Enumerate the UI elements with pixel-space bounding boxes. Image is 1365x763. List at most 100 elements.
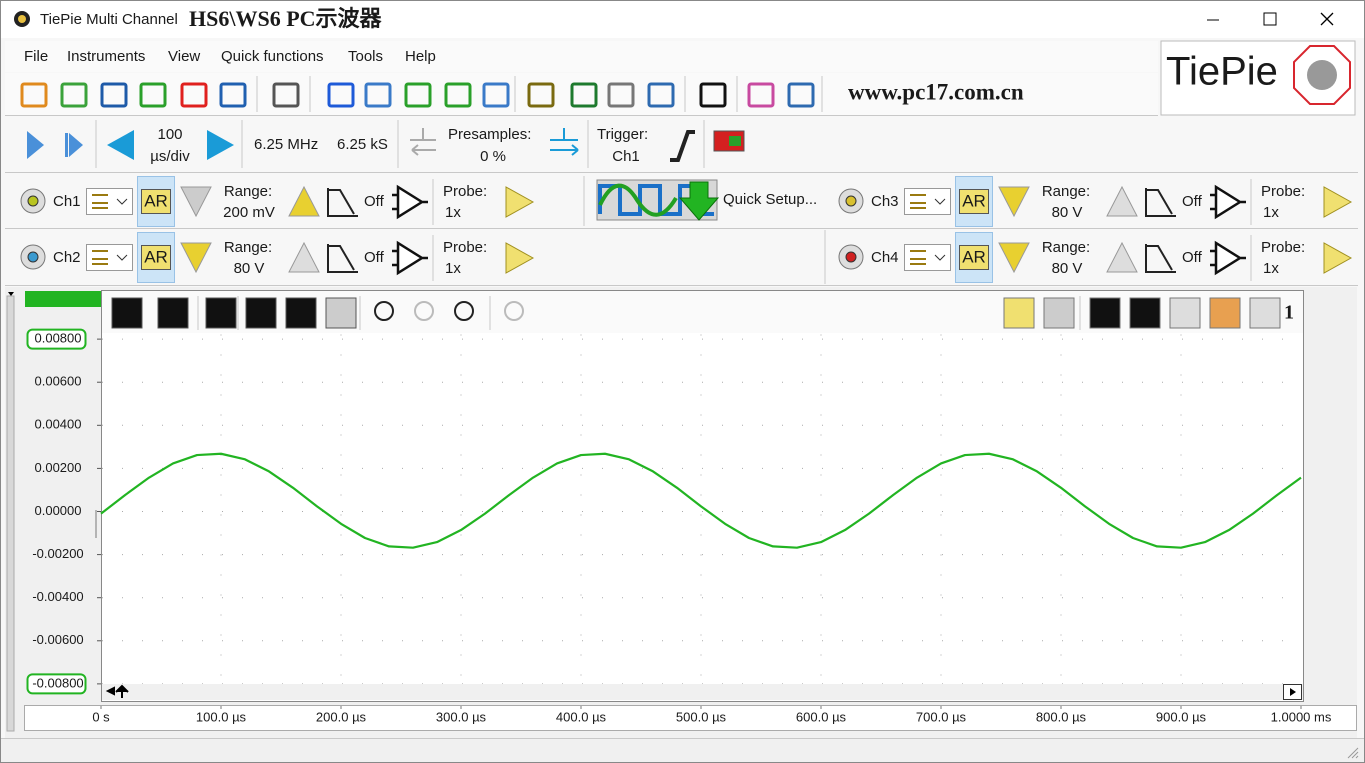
scope-tool[interactable] [1249, 297, 1281, 329]
coupling-dropdown[interactable] [86, 244, 133, 271]
autorange-face [959, 245, 989, 270]
range-up[interactable] [1106, 185, 1138, 217]
range-down[interactable] [998, 186, 1030, 218]
quick-setup-arrow [678, 181, 720, 221]
toolbar-icon [327, 82, 355, 108]
maximize-button[interactable] [1263, 12, 1277, 26]
x-tick-label: 200.0 µs [316, 709, 367, 724]
amplifier-icon[interactable] [392, 184, 428, 220]
record-length[interactable]: 6.25 kS [337, 136, 388, 153]
scope-tool[interactable] [1169, 297, 1201, 329]
probe-icon[interactable] [1323, 186, 1353, 218]
channel-name[interactable]: Ch2 [53, 249, 81, 266]
filter-icon[interactable] [1145, 244, 1176, 273]
channel-icon-dot [845, 251, 857, 263]
toolbar-icon [404, 82, 432, 108]
trigger-marker[interactable] [105, 684, 129, 698]
close-button[interactable] [1320, 12, 1334, 26]
trigger-source[interactable]: Ch1 [612, 148, 640, 165]
presample-left[interactable] [410, 128, 436, 156]
channel-name[interactable]: Ch4 [871, 249, 899, 266]
scope-tool[interactable] [245, 297, 277, 329]
coupling-dropdown[interactable] [904, 244, 951, 271]
amplifier-icon[interactable] [392, 240, 428, 276]
scope-tool[interactable] [111, 297, 143, 329]
x-tick-label: 500.0 µs [676, 709, 727, 724]
probe-icon[interactable] [1323, 242, 1353, 274]
zoom-tool[interactable] [504, 301, 524, 321]
logo-text: TiePie [1166, 50, 1278, 94]
scope-tool[interactable] [1209, 297, 1241, 329]
quick-setup-sine [598, 183, 678, 217]
scope-tool[interactable] [157, 297, 189, 329]
filter-icon[interactable] [1145, 188, 1176, 217]
toolbar-icon [219, 82, 247, 108]
toolbar-icon [100, 82, 128, 108]
run-button[interactable] [27, 131, 44, 159]
range-value: 80 V [1052, 204, 1083, 221]
dropdown-arrow [934, 198, 946, 205]
coupling-dropdown[interactable] [86, 188, 133, 215]
probe-value: 1x [1263, 204, 1279, 221]
autorange-face [141, 189, 171, 214]
amplifier-icon[interactable] [1210, 184, 1246, 220]
channel-name[interactable]: Ch3 [871, 193, 899, 210]
y-tick-label: -0.00200 [32, 546, 83, 561]
dropdown-arrow [116, 198, 128, 205]
scope-tool[interactable] [1003, 297, 1035, 329]
y-tick-label: 0.00400 [35, 417, 82, 432]
zoom-tool[interactable] [374, 301, 394, 321]
timebase-increase[interactable] [207, 130, 234, 160]
timebase-decrease[interactable] [107, 130, 134, 160]
trigger-slope[interactable] [670, 130, 695, 162]
presamples-label: Presamples: [448, 126, 531, 143]
zoom-tool[interactable] [414, 301, 434, 321]
menu-item[interactable]: Quick functions [221, 48, 324, 65]
zoom-tool[interactable] [454, 301, 474, 321]
logo-globe [1307, 60, 1337, 90]
probe-icon[interactable] [505, 242, 535, 274]
range-down[interactable] [180, 186, 212, 218]
status-bar [1, 739, 1364, 762]
sample-rate[interactable]: 6.25 MHz [254, 136, 318, 153]
range-down[interactable] [998, 242, 1030, 274]
filter-icon[interactable] [327, 188, 358, 217]
y-tick-label: 0.00200 [35, 460, 82, 475]
dropdown-arrow [116, 254, 128, 261]
window-title: TiePie Multi Channel [40, 11, 178, 28]
scope-tool[interactable] [285, 297, 317, 329]
quick-setup-label[interactable]: Quick Setup... [723, 191, 817, 208]
probe-label: Probe: [443, 239, 487, 256]
menu-item[interactable]: File [24, 48, 48, 65]
filter-state: Off [364, 249, 385, 266]
single-button[interactable] [69, 133, 83, 157]
scope-tool[interactable] [1129, 297, 1161, 329]
menu-item[interactable]: View [168, 48, 200, 65]
coupling-dropdown[interactable] [904, 188, 951, 215]
scope-tool[interactable] [325, 297, 357, 329]
range-value: 200 mV [223, 204, 275, 221]
scope-tool[interactable] [1043, 297, 1075, 329]
range-up[interactable] [288, 185, 320, 217]
amplifier-icon[interactable] [1210, 240, 1246, 276]
range-label: Range: [1042, 239, 1090, 256]
scope-tool[interactable] [1089, 297, 1121, 329]
coupling-icon [92, 250, 108, 265]
range-up[interactable] [288, 241, 320, 273]
range-down[interactable] [180, 242, 212, 274]
menu-item[interactable]: Tools [348, 48, 383, 65]
presample-right[interactable] [550, 128, 579, 156]
range-up[interactable] [1106, 241, 1138, 273]
presamples-value: 0 % [480, 148, 506, 165]
probe-value: 1x [445, 260, 461, 277]
menu-item[interactable]: Instruments [67, 48, 145, 65]
channel-name[interactable]: Ch1 [53, 193, 81, 210]
filter-icon[interactable] [327, 244, 358, 273]
toolbar-icon [20, 82, 48, 108]
trigger-indicator-inner [729, 136, 741, 146]
scope-tool[interactable] [205, 297, 237, 329]
menu-item[interactable]: Help [405, 48, 436, 65]
probe-icon[interactable] [505, 186, 535, 218]
